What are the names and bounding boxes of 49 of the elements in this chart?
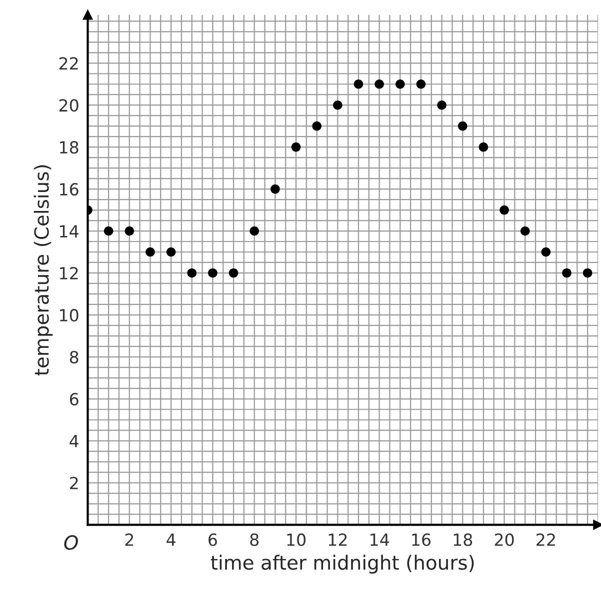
point <box>333 100 342 110</box>
point <box>541 247 551 257</box>
x-tick-label: 8 <box>250 533 259 546</box>
point <box>146 247 155 257</box>
y-tick-label: 2 <box>70 476 78 490</box>
y-tick-label: 16 <box>60 183 78 196</box>
text: O <box>64 535 78 550</box>
point <box>374 79 384 89</box>
point <box>582 268 592 278</box>
x-tick-label: 2 <box>125 533 134 546</box>
x-tick-label: 16 <box>412 533 431 546</box>
x-tick-label: 6 <box>208 533 217 546</box>
y-axis-title: temperature (Celsius) <box>34 165 53 376</box>
point <box>104 226 114 236</box>
x-tick-label: 14 <box>370 534 389 546</box>
y-tick-label: 18 <box>60 141 78 154</box>
x-tick-label: 20 <box>494 533 514 546</box>
x-axis-title: time after midnight (hours) <box>210 554 474 574</box>
x-tick-label: 12 <box>328 533 347 546</box>
x-tick-label: 10 <box>287 533 306 546</box>
point <box>250 226 260 236</box>
y-tick-label: 22 <box>59 57 78 70</box>
y-tick-label: 4 <box>70 435 78 448</box>
point <box>124 226 134 236</box>
point <box>166 247 176 257</box>
point <box>312 121 322 131</box>
point <box>208 268 218 278</box>
point <box>478 142 488 152</box>
point <box>458 121 468 131</box>
y-tick-label: 20 <box>59 99 78 112</box>
point <box>416 79 426 89</box>
y-tick-label: 8 <box>70 350 78 364</box>
point <box>500 205 509 215</box>
point <box>291 142 301 152</box>
point <box>562 268 572 278</box>
x-tick-label: 4 <box>166 534 176 546</box>
x-tick-label: 18 <box>454 533 472 546</box>
y-tick-label: 14 <box>60 225 78 238</box>
point <box>228 268 238 278</box>
point <box>270 184 280 194</box>
point <box>437 100 446 110</box>
y-tick-label: 6 <box>70 392 78 406</box>
point <box>354 79 364 89</box>
point <box>187 268 197 278</box>
point <box>395 79 405 89</box>
y-tick-label: 12 <box>60 266 78 280</box>
y-tick-label: 10 <box>60 308 78 322</box>
point <box>520 226 530 236</box>
x-tick-label: 22 <box>536 533 555 546</box>
